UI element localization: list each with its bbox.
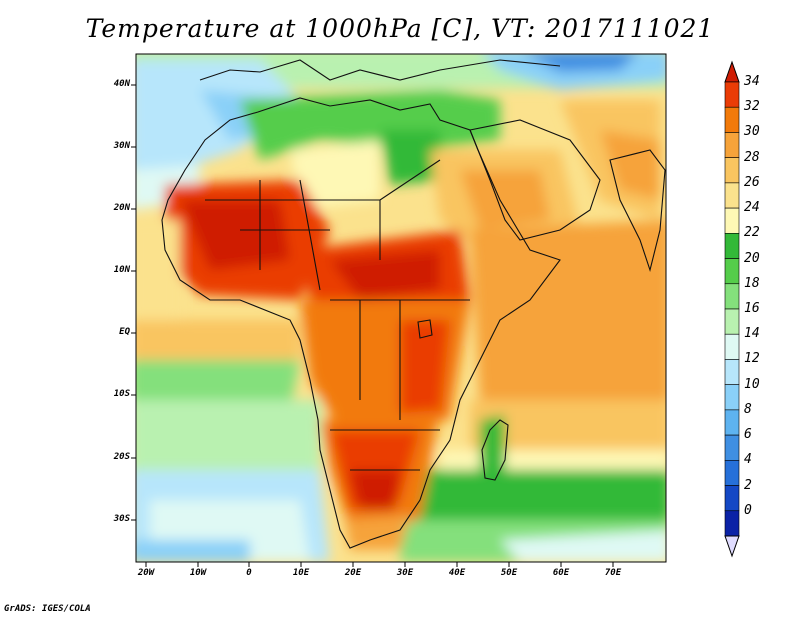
colorbar-label: 30 xyxy=(744,124,760,140)
colorbar-swatch xyxy=(724,182,740,209)
colorbar-swatch xyxy=(724,409,740,436)
lat-label-eq: EQ xyxy=(119,327,130,337)
lon-label-40e: 40E xyxy=(448,568,466,578)
colorbar-label: 8 xyxy=(744,401,752,417)
lat-label-20s: 20S xyxy=(113,452,130,462)
europe-coastline xyxy=(199,59,561,81)
colorbar-swatch xyxy=(724,258,740,285)
grads-credit: GrADS: IGES/COLA xyxy=(4,604,91,614)
colorbar-label: 26 xyxy=(744,174,760,190)
colorbar-label: 20 xyxy=(744,250,760,266)
colorbar-swatch xyxy=(724,132,740,158)
country-borders xyxy=(205,159,470,471)
colorbar-label: 34 xyxy=(744,74,760,89)
colorbar-label: 12 xyxy=(744,351,760,367)
colorbar-swatch xyxy=(724,233,740,259)
map-frame xyxy=(135,53,667,563)
colorbar-swatch xyxy=(724,510,740,537)
colorbar-swatch xyxy=(724,333,740,360)
madagascar-coastline xyxy=(481,419,509,481)
colorbar-swatch xyxy=(724,359,740,385)
map-title: Temperature at 1000hPa [C], VT: 20171110… xyxy=(85,14,715,43)
axis-ticks xyxy=(131,84,614,567)
colorbar-swatch xyxy=(724,157,740,184)
lon-label-50e: 50E xyxy=(500,568,518,578)
lat-label-30n: 30N xyxy=(113,141,130,151)
colorbar-label: 6 xyxy=(744,427,752,443)
colorbar-label: 18 xyxy=(744,275,760,291)
colorbar-swatch xyxy=(724,283,740,310)
colorbar-swatch xyxy=(724,207,740,234)
temperature-field xyxy=(136,54,666,562)
colorbar-swatch xyxy=(724,308,740,335)
colorbar-label: 24 xyxy=(744,200,760,216)
colorbar-label: 28 xyxy=(744,149,760,165)
colorbar-label: 14 xyxy=(744,326,760,342)
colorbar-swatch xyxy=(724,106,740,133)
lon-label-10w: 10W xyxy=(189,568,207,578)
coastlines xyxy=(161,59,666,549)
colorbar-label: 4 xyxy=(744,452,752,468)
india-coastline xyxy=(609,149,666,272)
lat-label-10n: 10N xyxy=(113,265,130,275)
colorbar-top-arrow xyxy=(724,60,740,83)
colorbar-label: 32 xyxy=(744,99,760,115)
lat-label-30s: 30S xyxy=(113,514,130,524)
colorbar-swatch xyxy=(724,384,740,411)
colorbar-swatch xyxy=(724,460,740,486)
colorbar-label: 2 xyxy=(744,477,752,493)
colorbar-swatch xyxy=(724,434,740,461)
colorbar-swatch xyxy=(724,81,740,108)
lon-label-20w: 20W xyxy=(137,568,155,578)
colorbar-swatch xyxy=(724,485,740,512)
lon-label-30e: 30E xyxy=(396,568,414,578)
lon-label-60e: 60E xyxy=(552,568,570,578)
lat-label-20n: 20N xyxy=(113,203,130,213)
colorbar-label: 10 xyxy=(744,376,760,392)
lon-label-20e: 20E xyxy=(344,568,362,578)
africa-coastline xyxy=(161,97,561,549)
lat-label-40n: 40N xyxy=(113,79,130,89)
lake-victoria xyxy=(417,319,433,339)
colorbar-label: 0 xyxy=(744,502,752,518)
lat-label-10s: 10S xyxy=(113,389,130,399)
colorbar-bottom-arrow xyxy=(724,535,740,558)
lon-label-10e: 10E xyxy=(292,568,310,578)
lon-label-0: 0 xyxy=(246,568,252,578)
colorbar-label: 16 xyxy=(744,301,760,316)
colorbar xyxy=(724,60,740,558)
lon-label-70e: 70E xyxy=(604,568,622,578)
arabia-coastline xyxy=(469,119,601,241)
colorbar-label: 22 xyxy=(744,225,760,241)
